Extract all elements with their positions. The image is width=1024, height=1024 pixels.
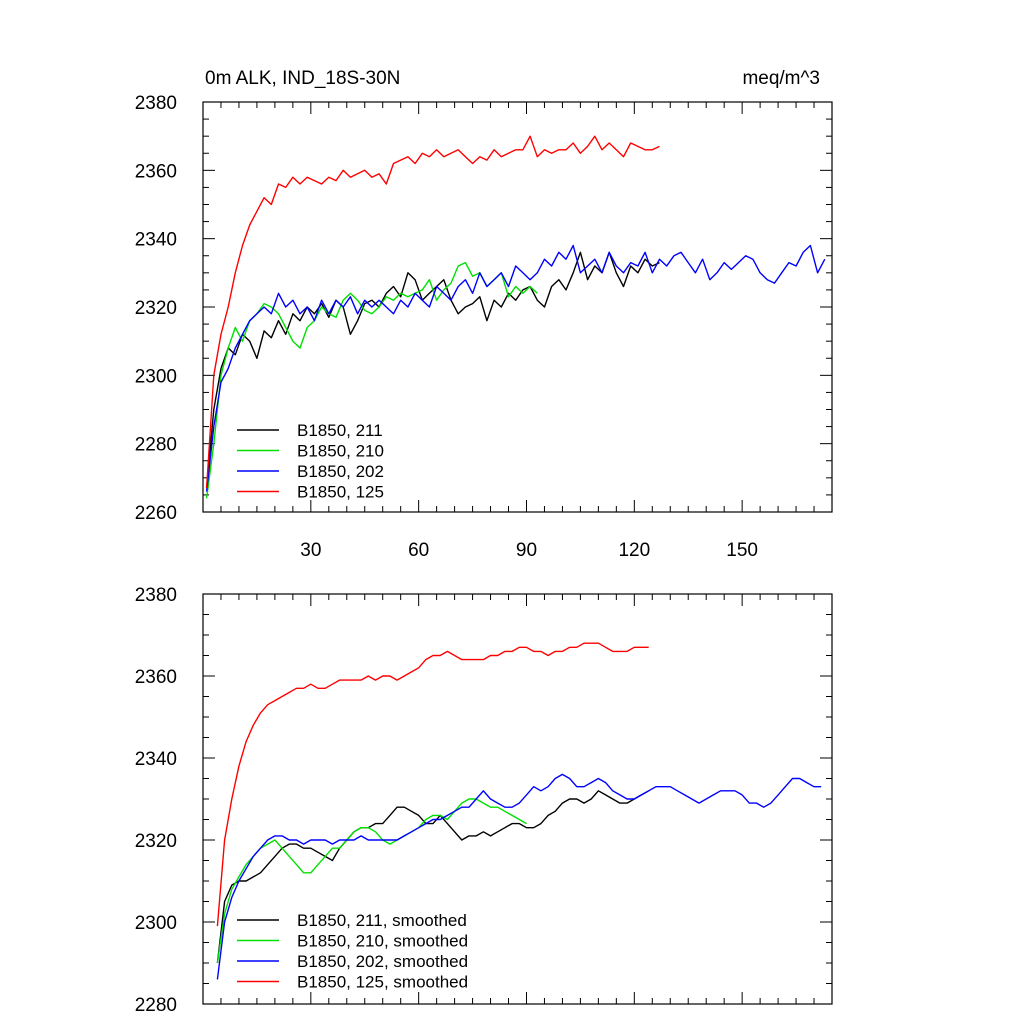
y-tick-label: 2380 (135, 585, 177, 606)
legend-label: B1850, 210 (297, 442, 384, 461)
series-line-4 (205, 135, 660, 489)
legend-label: B1850, 211, smoothed (297, 911, 467, 930)
legend-label: B1850, 125, smoothed (297, 973, 468, 992)
y-tick-label: 2380 (135, 93, 177, 114)
legend-label: B1850, 125 (297, 483, 384, 502)
x-tick-label: 150 (726, 540, 758, 561)
legend-label: B1850, 210, smoothed (297, 932, 468, 951)
y-tick-label: 2280 (135, 435, 177, 456)
y-tick-label: 2340 (135, 749, 177, 770)
y-tick-label: 2260 (135, 503, 177, 524)
series-line-1 (216, 790, 650, 964)
y-tick-label: 2360 (135, 667, 177, 688)
legend-label: B1850, 202 (297, 462, 384, 481)
series-line-4 (216, 642, 649, 927)
series-line-3 (216, 773, 822, 980)
chart-title: 0m ALK, IND_18S-30N (205, 68, 400, 89)
series-line-1 (205, 251, 660, 489)
y-tick-label: 2340 (135, 230, 177, 251)
x-tick-label: 120 (618, 540, 650, 561)
panel-1: 2260 2280 2300 2320 2340 2360 2380 30 60 90 120 150… (135, 93, 833, 561)
y-tick-label: 2300 (135, 366, 177, 387)
x-tick-label: 30 (300, 540, 321, 561)
legend-label: B1850, 211 (297, 421, 383, 440)
series-line-2 (216, 798, 527, 964)
x-tick-label: 90 (516, 540, 537, 561)
y-tick-label: 2280 (135, 995, 177, 1016)
y-tick-label: 2320 (135, 298, 177, 319)
panel-2: 2280 2300 2320 2340 2360 2380 B1850, 211, smoo… (135, 585, 833, 1016)
units-label: meq/m^3 (742, 68, 820, 89)
series-line-3 (205, 244, 826, 492)
legend-label: B1850, 202, smoothed (297, 952, 468, 971)
y-tick-label: 2300 (135, 913, 177, 934)
y-tick-label: 2360 (135, 161, 177, 182)
y-tick-label: 2320 (135, 831, 177, 852)
x-tick-label: 60 (408, 540, 429, 561)
